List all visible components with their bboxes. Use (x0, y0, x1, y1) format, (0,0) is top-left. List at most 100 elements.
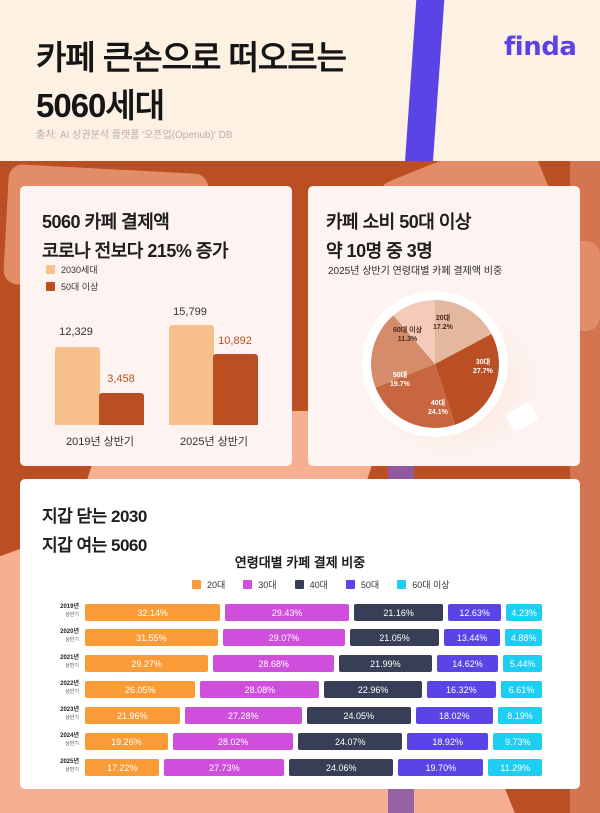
seg-30: 27.73% (164, 759, 285, 776)
pie-label-40: 40대 24.1% (428, 399, 448, 417)
legend-label-20: 20대 (207, 580, 226, 590)
seg-20: 19.26% (85, 733, 168, 750)
pie-label-30-name: 30대 (475, 359, 491, 366)
row-year: 2019년 (60, 604, 79, 610)
row-half: 상반기 (65, 767, 79, 773)
pie-label-30: 30대 27.7% (473, 358, 493, 376)
seg-30: 27.28% (184, 707, 302, 724)
legend-label-2030: 2030세대 (61, 265, 98, 275)
legend-label-50: 50대 (360, 580, 380, 590)
row-label: 2025년 상반기 (52, 757, 79, 774)
seg-30: 28.08% (200, 681, 320, 698)
purple-stripe (403, 0, 445, 161)
row-segments: 31.55% 29.07% 21.05% 13.44% 4.88% (85, 629, 542, 646)
seg-40: 22.96% (324, 681, 422, 698)
card-age-share-pie: 카페 소비 50대 이상 약 10명 중 3명 2025년 상반기 연령대별 카… (308, 186, 580, 466)
row-label: 2021년 상반기 (52, 653, 79, 670)
page-title: 카페 큰손으로 떠오르는 5060세대 (36, 34, 347, 130)
row-segments: 29.27% 28.68% 21.99% 14.62% 5.44% (85, 655, 543, 672)
source-note: 출처: AI 상권분석 플랫폼 '오픈업(Openub)' DB (36, 130, 233, 141)
seg-50: 13.44% (443, 629, 501, 646)
legend-label-30: 30대 (258, 580, 277, 590)
seg-50: 14.62% (436, 655, 499, 672)
seg-60plus: 11.29% (488, 759, 542, 776)
row-year: 2020년 (60, 629, 79, 635)
card1-title: 5060 카페 결제액 코로나 전보다 215% 증가 (42, 208, 229, 266)
row-half: 상반기 (65, 689, 79, 695)
seg-40: 21.99% (339, 655, 432, 672)
header: 카페 큰손으로 떠오르는 5060세대 출처: AI 상권분석 플랫폼 '오픈업… (0, 0, 600, 161)
legend-item-50: 50대 (345, 578, 380, 591)
seg-20: 29.27% (85, 655, 209, 672)
card2-title-line-1: 카페 소비 50대 이상 (326, 212, 471, 232)
seg-50: 19.70% (398, 759, 484, 776)
pie-label-50: 50대 19.7% (390, 371, 410, 389)
row-half: 상반기 (65, 637, 79, 643)
stack-legend: 20대 30대 40대 50대 60대 이상 (192, 578, 468, 591)
row-half: 상반기 (65, 715, 79, 721)
pie-label-40-name: 40대 (430, 400, 446, 407)
legend-swatch-60plus (397, 580, 407, 589)
row-segments: 17.22% 27.73% 24.06% 19.70% 11.29% (85, 759, 542, 776)
pie-label-50-name: 50대 (392, 372, 408, 379)
row-half: 상반기 (65, 612, 79, 618)
title-line-1: 카페 큰손으로 떠오르는 (36, 39, 347, 76)
title-line-2: 5060세대 (36, 87, 165, 124)
seg-40: 24.06% (289, 759, 394, 776)
bar-value-2025-50plus: 10,892 (218, 335, 252, 347)
seg-60plus: 6.61% (500, 681, 543, 698)
row-half: 상반기 (65, 663, 79, 669)
seg-50: 12.63% (448, 604, 502, 621)
legend-label-40: 40대 (309, 580, 328, 590)
card3-title-line-1: 지갑 닫는 2030 (42, 507, 147, 526)
legend-label-50plus: 50대 이상 (61, 282, 99, 292)
seg-30: 29.07% (222, 629, 346, 646)
row-label: 2024년 상반기 (52, 731, 79, 748)
legend-item-40: 40대 (294, 578, 328, 591)
stack-row-2022: 2022년 상반기 26.05% 28.08% 22.96% 16.32% 6.6… (52, 679, 543, 698)
bar-category-2019: 2019년 상반기 (65, 436, 134, 448)
row-segments: 21.96% 27.28% 24.05% 18.02% 8.19% (85, 707, 542, 724)
coffee-cup-pie (360, 289, 547, 464)
pie-label-20: 20대 17.2% (433, 314, 453, 332)
row-half: 상반기 (65, 741, 79, 747)
seg-50: 18.92% (406, 733, 489, 750)
seg-60plus: 9.73% (493, 733, 543, 750)
seg-20: 21.96% (85, 707, 180, 724)
row-segments: 32.14% 29.43% 21.16% 12.63% 4.23% (85, 604, 542, 621)
legend-swatch-50plus (46, 282, 55, 291)
legend-item-2030: 2030세대 (46, 263, 98, 276)
seg-30: 29.43% (225, 604, 350, 621)
seg-30: 28.02% (172, 733, 294, 750)
seg-60plus: 8.19% (498, 707, 542, 724)
bar-value-2019-50plus: 3,458 (107, 373, 135, 385)
seg-60plus: 4.88% (505, 629, 542, 646)
pie-label-20-value: 17.2% (433, 324, 453, 331)
row-segments: 19.26% 28.02% 24.07% 18.92% 9.73% (85, 733, 543, 750)
seg-60plus: 4.23% (506, 604, 542, 621)
seg-20: 17.22% (85, 759, 160, 776)
card2-title: 카페 소비 50대 이상 약 10명 중 3명 (326, 208, 471, 266)
seg-40: 24.05% (306, 707, 411, 724)
pie-label-50-value: 19.7% (390, 381, 410, 388)
bar-2019-2030 (55, 347, 100, 425)
bar-value-2019-2030: 12,329 (59, 326, 93, 338)
pie-label-60plus-value: 11.3% (397, 336, 418, 343)
card3-title: 지갑 닫는 2030 지갑 여는 5060 (42, 502, 147, 560)
pie-chart-svg (362, 291, 547, 464)
seg-50: 18.02% (415, 707, 494, 724)
bar-category-2025: 2025년 상반기 (179, 436, 248, 448)
pie-label-30-value: 27.7% (473, 368, 493, 375)
legend-swatch-50 (345, 580, 355, 589)
row-label: 2022년 상반기 (52, 679, 79, 696)
row-year: 2023년 (60, 707, 79, 713)
card1-title-line-1: 5060 카페 결제액 (42, 212, 170, 232)
seg-40: 21.05% (350, 629, 439, 646)
pie-label-20-name: 20대 (435, 315, 451, 322)
legend-swatch-30 (243, 580, 253, 589)
seg-30: 28.68% (213, 655, 335, 672)
seg-20: 32.14% (85, 604, 221, 621)
